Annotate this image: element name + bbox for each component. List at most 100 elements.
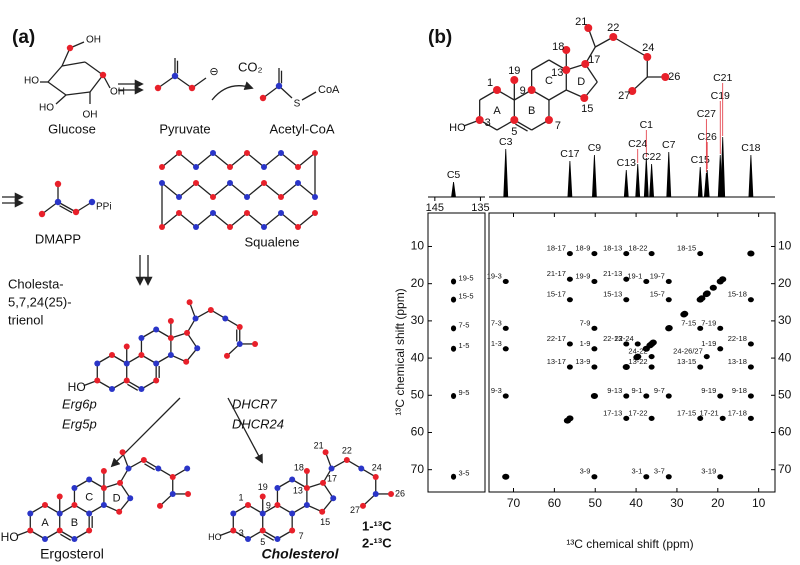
bond — [280, 212, 299, 228]
spectrum-peak — [748, 154, 754, 198]
atom — [88, 198, 96, 206]
diagonal-peak — [709, 284, 717, 291]
atom — [210, 210, 216, 216]
x-tick-label: 60 — [548, 496, 562, 510]
atom — [510, 116, 519, 124]
cross-peak — [747, 364, 754, 370]
carbon-number: 17 — [588, 54, 600, 66]
peak-label: C3 — [499, 136, 513, 148]
cross-peak-label: 19-3 — [487, 271, 502, 280]
spectrum-peak — [703, 172, 709, 198]
atom — [167, 352, 174, 358]
peak-label: C19 — [711, 90, 730, 102]
carbon-number: 26 — [668, 71, 680, 83]
cross-peak-label: 13-18 — [728, 357, 747, 366]
y-tick-label: 60 — [778, 425, 792, 439]
atom — [86, 476, 93, 483]
diagonal-peak — [633, 354, 641, 361]
atom — [42, 536, 48, 542]
cross-peak-label: 13-22 — [628, 357, 647, 366]
x-axis-title: ¹³C chemical shift (ppm) — [566, 537, 693, 551]
atom — [312, 150, 318, 156]
atom — [312, 210, 318, 216]
atom — [123, 343, 130, 350]
cross-peak-label: 15-7 — [650, 290, 665, 299]
atom — [227, 180, 233, 186]
cross-peak — [623, 415, 630, 421]
atom-label: OH — [86, 35, 101, 46]
compound-name: Cholesta- — [8, 276, 64, 291]
cross-peak-label: 22-18 — [728, 334, 747, 343]
cross-peak — [591, 250, 598, 257]
atom — [628, 87, 637, 95]
bond — [57, 201, 77, 213]
spectrum-peak — [567, 160, 573, 198]
cross-peak — [717, 325, 724, 331]
cross-peak-label: 13-17 — [547, 357, 566, 366]
y-tick-label: 40 — [778, 350, 792, 364]
atom — [330, 495, 337, 502]
compound-name: Ergosterol — [40, 546, 104, 562]
cross-peak-label: 7-9 — [580, 318, 591, 327]
spectrum-peak — [503, 148, 509, 198]
atom — [171, 72, 179, 80]
bond — [246, 182, 265, 198]
cross-peak-label: 3-1 — [631, 467, 642, 476]
bond — [263, 212, 282, 228]
atom — [210, 194, 216, 200]
atom — [643, 53, 652, 61]
enzyme: Erg6p — [62, 396, 97, 411]
atom — [155, 465, 162, 472]
cross-peak — [623, 341, 630, 347]
atom — [303, 468, 310, 474]
cross-peak-label: 1-9 — [580, 339, 591, 348]
peak-label: C13 — [617, 157, 636, 169]
compound-name: Pyruvate — [159, 121, 210, 136]
atom — [154, 84, 162, 92]
peak-label: C15 — [691, 154, 710, 166]
compound-name: Acetyl-CoA — [269, 121, 334, 136]
cross-peak-label: 22-24 — [615, 334, 634, 343]
atom — [138, 335, 145, 341]
cross-peak — [623, 276, 630, 282]
strip-frame — [427, 212, 486, 493]
carbon-number: 7 — [555, 120, 561, 132]
spectrum-peak — [635, 163, 641, 198]
carbon-number: 9 — [266, 500, 271, 510]
atom — [527, 86, 536, 94]
atom — [153, 326, 160, 333]
cross-peak — [634, 341, 641, 347]
atom — [193, 164, 199, 170]
cross-peak — [566, 276, 573, 282]
cross-peak — [623, 393, 630, 399]
atom — [358, 465, 365, 472]
carbon-number: 21 — [575, 16, 587, 28]
cross-peak-label: 17-22 — [628, 408, 647, 417]
carbon-number: 24 — [372, 462, 382, 472]
atom — [123, 360, 130, 367]
atom-label: HO — [208, 532, 222, 542]
diagonal-peak — [502, 473, 510, 480]
atom — [193, 180, 199, 186]
spectrum-peak — [666, 151, 672, 198]
y-axis-title: ¹³C chemical shift (ppm) — [393, 288, 407, 415]
x-tick-label: 40 — [629, 496, 643, 510]
atom — [169, 473, 176, 480]
atom — [42, 502, 48, 508]
atom — [167, 335, 174, 341]
cross-peak — [747, 393, 754, 399]
cross-peak-label: 15-18 — [728, 290, 747, 299]
carbon-number: 19 — [508, 65, 520, 77]
bond — [262, 85, 280, 99]
carbon-number: 17 — [327, 473, 337, 483]
panel-label: (b) — [428, 27, 452, 48]
atom — [259, 94, 267, 102]
atom — [156, 502, 163, 509]
bond — [297, 212, 316, 228]
atom-label: CoA — [318, 84, 340, 96]
cross-peak — [665, 474, 672, 480]
atom — [222, 315, 229, 322]
y-tick-label: 10 — [411, 239, 425, 253]
cross-peak-label: 7-15 — [681, 318, 696, 327]
bond — [246, 212, 265, 228]
